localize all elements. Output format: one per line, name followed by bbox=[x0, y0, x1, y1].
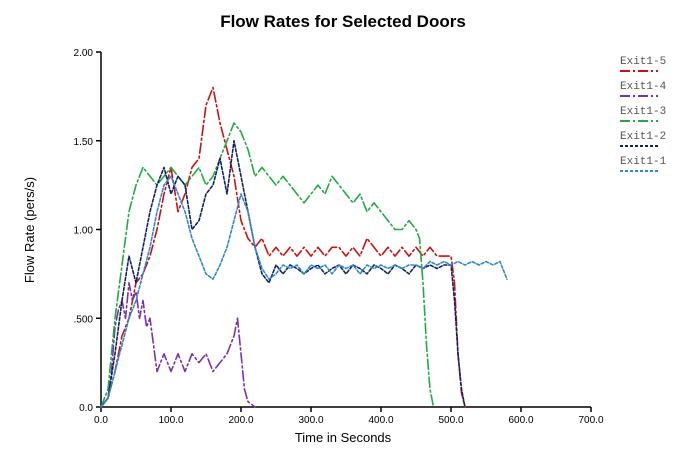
y-ticks: 0.0 .500 1.00 1.50 2.00 bbox=[74, 48, 101, 414]
x-tick-label: 400.0 bbox=[368, 415, 393, 426]
legend-label: Exit1-3 bbox=[620, 106, 666, 118]
x-tick-label: 500.0 bbox=[438, 415, 463, 426]
legend-label: Exit1-5 bbox=[620, 56, 666, 68]
legend: Exit1-5 Exit1-4 Exit1-3 Exit1-2 Exit1-1 bbox=[620, 56, 667, 172]
series-line-exit1-5 bbox=[100, 86, 466, 408]
legend-label: Exit1-2 bbox=[620, 131, 666, 143]
x-tick-label: 100.0 bbox=[158, 415, 183, 426]
x-tick-label: 300.0 bbox=[298, 415, 323, 426]
x-ticks: 0.0 100.0 200.0 300.0 400.0 500.0 600.0 700.0 bbox=[94, 407, 604, 426]
chart-title: Flow Rates for Selected Doors bbox=[220, 12, 466, 31]
y-axis-label: Flow Rate (pers/s) bbox=[22, 177, 37, 283]
legend-label: Exit1-4 bbox=[620, 81, 667, 93]
series-line-exit1-1 bbox=[100, 175, 508, 408]
y-tick-label: .500 bbox=[74, 314, 94, 325]
x-tick-label: 200.0 bbox=[228, 415, 253, 426]
series-group bbox=[100, 86, 508, 408]
axes bbox=[100, 52, 591, 408]
y-tick-label: 1.00 bbox=[74, 226, 94, 237]
series-line-exit1-4 bbox=[100, 282, 256, 408]
y-tick-label: 2.00 bbox=[74, 48, 94, 59]
series-line-exit1-3 bbox=[100, 122, 435, 408]
legend-label: Exit1-1 bbox=[620, 156, 667, 168]
y-tick-label: 1.50 bbox=[74, 137, 94, 148]
x-tick-label: 600.0 bbox=[508, 415, 533, 426]
x-axis-label: Time in Seconds bbox=[295, 430, 392, 445]
y-tick-label: 0.0 bbox=[79, 403, 93, 414]
x-tick-label: 0.0 bbox=[94, 415, 108, 426]
series-line-exit1-2 bbox=[100, 140, 466, 408]
x-tick-label: 700.0 bbox=[578, 415, 603, 426]
